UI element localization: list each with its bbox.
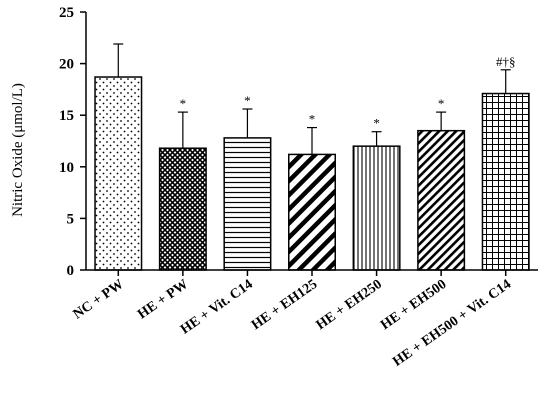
y-tick-label: 20 — [59, 57, 74, 73]
x-tick-label: HE + EH500 + Vit. C14 — [390, 277, 514, 370]
bar-1 — [94, 76, 143, 271]
bar-5 — [352, 145, 401, 271]
y-tick-label: 25 — [59, 5, 74, 21]
bar-7 — [481, 92, 530, 271]
y-tick-label: 0 — [67, 263, 75, 279]
significance-marker: * — [180, 96, 187, 111]
bar-6 — [417, 129, 466, 271]
y-tick-label: 15 — [59, 108, 74, 124]
significance-marker: * — [438, 96, 445, 111]
x-tick-label: HE + EH250 — [314, 277, 385, 333]
y-tick-label: 5 — [67, 211, 75, 227]
bars-group: * * * * * #†§ — [94, 43, 530, 271]
bar-3 — [223, 137, 272, 271]
x-tick-label: HE + Vit. C14 — [178, 277, 256, 338]
significance-marker: * — [373, 116, 380, 131]
y-tick-label: 10 — [59, 160, 74, 176]
x-tick-label: HE + EH125 — [249, 277, 320, 333]
bar-4 — [288, 153, 336, 271]
x-tick-label: HE + PW — [135, 277, 191, 322]
significance-marker: #†§ — [496, 54, 516, 69]
bar-2 — [158, 147, 207, 271]
y-axis-ticks: 0 5 10 15 20 25 — [59, 5, 86, 279]
significance-marker: * — [309, 112, 316, 127]
y-axis-label: Nitric Oxide (μmol/L) — [10, 83, 26, 217]
x-tick-label: NC + PW — [71, 277, 127, 322]
significance-marker: * — [244, 93, 251, 108]
